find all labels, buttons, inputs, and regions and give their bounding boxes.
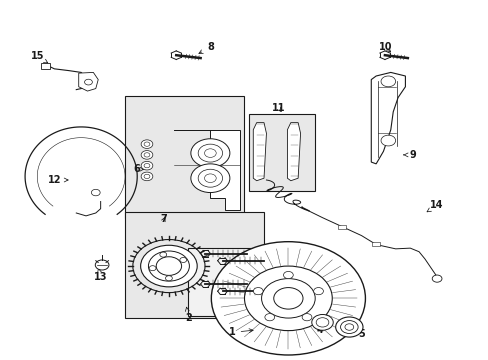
Circle shape [204,174,216,183]
Text: 1: 1 [228,327,253,337]
Circle shape [144,163,150,168]
Circle shape [84,79,92,85]
Circle shape [198,144,222,162]
Circle shape [160,252,166,257]
Circle shape [141,150,153,159]
Circle shape [311,315,332,330]
Text: 9: 9 [403,150,415,160]
Circle shape [316,318,328,327]
Circle shape [91,189,100,196]
Circle shape [180,257,186,262]
Text: 12: 12 [47,175,68,185]
Bar [125,212,264,318]
Text: 13: 13 [94,269,107,282]
Circle shape [144,153,150,157]
Text: 7: 7 [161,215,167,224]
Circle shape [190,139,229,167]
Circle shape [156,257,181,275]
Circle shape [264,314,274,321]
Circle shape [253,288,263,295]
Circle shape [302,314,311,321]
Polygon shape [173,130,239,211]
Circle shape [340,320,357,333]
Circle shape [344,324,353,330]
Circle shape [283,271,293,279]
Text: 14: 14 [426,200,443,212]
Circle shape [211,242,365,355]
Circle shape [141,161,153,170]
Polygon shape [287,123,300,181]
Bar [41,63,50,69]
Circle shape [190,164,229,193]
Text: 4: 4 [316,325,323,334]
Text: 5: 5 [352,329,364,339]
Circle shape [144,142,150,146]
Circle shape [95,260,109,270]
Circle shape [141,245,197,287]
Circle shape [141,140,153,148]
Polygon shape [370,72,405,164]
Circle shape [148,251,189,281]
Bar [337,225,345,229]
Text: 8: 8 [199,42,213,54]
Circle shape [313,288,323,295]
Text: 11: 11 [271,103,285,113]
Circle shape [149,266,156,271]
Circle shape [380,76,395,87]
Polygon shape [79,72,98,91]
Circle shape [380,135,395,146]
Bar [371,242,379,246]
Text: 6: 6 [133,164,143,174]
Bar [125,96,244,218]
Circle shape [431,275,441,282]
Circle shape [144,174,150,179]
Circle shape [244,266,331,330]
Text: 10: 10 [378,42,392,52]
Circle shape [273,288,303,309]
Circle shape [198,169,222,187]
Circle shape [335,317,362,337]
Bar [249,114,315,191]
Circle shape [204,149,216,157]
Text: 3: 3 [252,277,264,287]
Text: 2: 2 [184,307,191,323]
Circle shape [165,276,172,281]
Polygon shape [253,123,266,181]
Text: 15: 15 [30,51,48,63]
Circle shape [141,172,153,181]
Bar [188,248,264,316]
Circle shape [261,279,315,318]
